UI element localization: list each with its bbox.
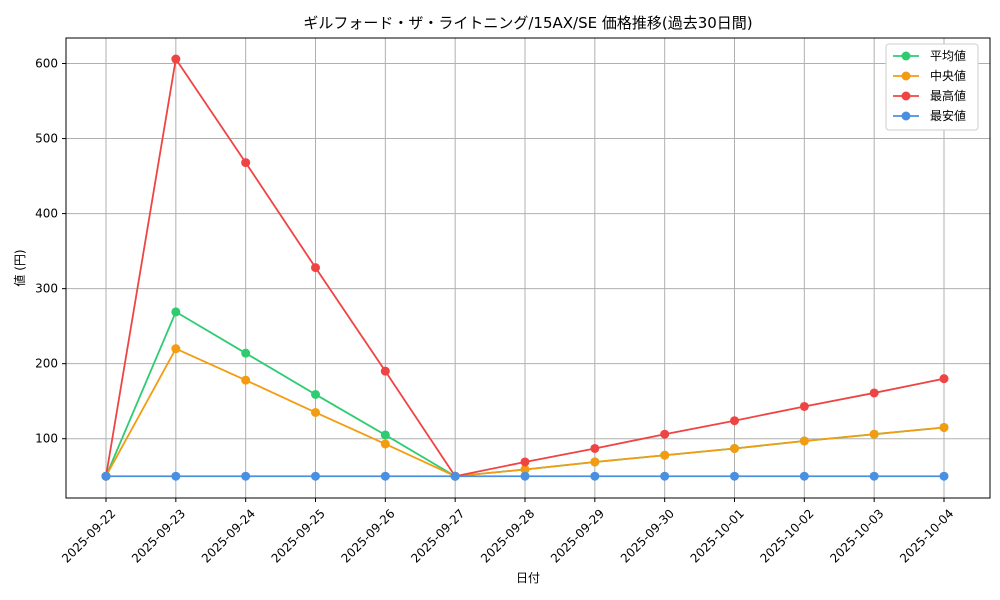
data-point — [311, 389, 320, 399]
data-point — [590, 471, 600, 481]
data-point — [450, 471, 460, 481]
legend-label: 最高値 — [930, 88, 966, 103]
legend-label: 最安値 — [930, 108, 966, 123]
data-point — [869, 429, 879, 439]
data-point — [939, 422, 949, 432]
data-point — [171, 54, 181, 64]
y-tick-label: 600 — [35, 57, 58, 71]
x-tick-label: 2025-09-25 — [269, 506, 328, 565]
data-point — [590, 443, 600, 453]
series-1 — [101, 344, 949, 481]
data-point — [171, 471, 181, 481]
data-point — [939, 374, 949, 384]
data-point — [520, 464, 530, 474]
data-point — [520, 471, 530, 481]
plot-frame — [65, 37, 991, 499]
legend-item: 最安値 — [893, 108, 966, 123]
x-tick-label: 2025-09-27 — [408, 506, 467, 565]
data-point — [101, 471, 111, 481]
x-tick-label: 2025-09-30 — [618, 506, 677, 565]
data-point — [730, 443, 739, 453]
data-point — [241, 375, 251, 385]
data-point — [241, 158, 251, 168]
x-tick-label: 2025-09-29 — [548, 506, 607, 565]
legend-label: 平均値 — [930, 48, 966, 63]
data-point — [380, 439, 390, 449]
data-point — [241, 348, 251, 358]
data-point — [311, 263, 320, 273]
x-tick-label: 2025-10-03 — [827, 506, 886, 565]
data-point — [171, 307, 181, 317]
data-point — [799, 436, 809, 446]
legend-swatch-marker — [901, 51, 911, 61]
x-tick-label: 2025-09-22 — [59, 506, 118, 565]
data-point — [380, 471, 390, 481]
data-point — [869, 471, 879, 481]
legend-swatch-marker — [901, 111, 911, 121]
y-tick-label: 200 — [35, 357, 58, 371]
series-layer — [101, 54, 949, 481]
x-tick-label: 2025-09-26 — [338, 506, 397, 565]
data-point — [799, 401, 809, 411]
y-tick-label: 300 — [35, 282, 58, 296]
data-point — [660, 471, 670, 481]
x-tick-label: 2025-09-23 — [129, 506, 188, 565]
data-point — [869, 388, 879, 398]
legend-item: 中央値 — [893, 68, 966, 83]
x-tick-label: 2025-09-28 — [478, 506, 537, 565]
grid — [66, 38, 990, 498]
x-axis: 2025-09-22 2025-09-23 2025-09-24 2025-09-25… — [59, 498, 956, 566]
x-tick-label: 2025-10-02 — [757, 506, 816, 565]
data-point — [380, 366, 390, 376]
data-point — [660, 450, 670, 460]
data-point — [799, 471, 809, 481]
data-point — [171, 344, 181, 354]
legend-item: 平均値 — [893, 48, 966, 63]
x-tick-label: 2025-10-04 — [897, 506, 956, 565]
series-3 — [101, 471, 949, 481]
y-axis: 100 200 300 400 500 600 — [35, 57, 66, 446]
legend-swatch-marker — [901, 71, 911, 81]
y-tick-label: 500 — [35, 132, 58, 146]
chart-title: ギルフォード・ザ・ライトニング/15AX/SE 価格推移(過去30日間) — [303, 14, 752, 32]
legend-swatch-marker — [901, 91, 911, 101]
data-point — [380, 430, 390, 440]
x-axis-label: 日付 — [516, 571, 540, 585]
data-point — [730, 416, 739, 426]
data-point — [939, 471, 949, 481]
data-point — [241, 471, 251, 481]
data-point — [730, 471, 739, 481]
y-axis-label: 値 (円) — [12, 249, 27, 286]
data-point — [311, 471, 320, 481]
data-point — [660, 429, 670, 439]
data-point — [520, 457, 530, 467]
y-tick-label: 100 — [35, 432, 58, 446]
legend-item: 最高値 — [893, 88, 966, 103]
x-tick-label: 2025-10-01 — [688, 506, 747, 565]
data-point — [590, 457, 600, 467]
data-point — [311, 407, 320, 417]
y-tick-label: 400 — [35, 207, 58, 221]
x-tick-label: 2025-09-24 — [199, 506, 258, 565]
legend-label: 中央値 — [930, 68, 966, 83]
legend-box — [885, 43, 979, 131]
